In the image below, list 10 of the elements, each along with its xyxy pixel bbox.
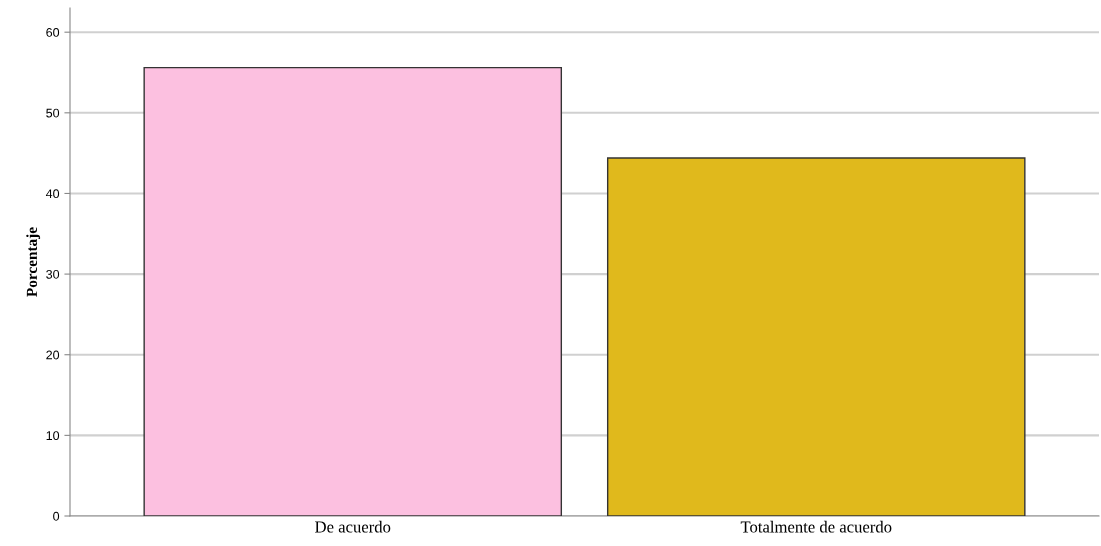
y-tick-label: 30 xyxy=(46,269,60,279)
x-tick-label: Totalmente de acuerdo xyxy=(740,520,892,533)
y-tick-label: 50 xyxy=(46,108,60,118)
y-tick-label: 40 xyxy=(45,189,60,199)
y-tick-label: 60 xyxy=(46,27,60,37)
y-tick-label: 10 xyxy=(46,431,60,441)
y-tick-label: 0 xyxy=(53,511,60,521)
y-tick-label: 20 xyxy=(46,350,60,360)
y-axis-title: Porcentaje xyxy=(26,227,41,297)
x-tick-label: De acuerdo xyxy=(315,520,391,533)
